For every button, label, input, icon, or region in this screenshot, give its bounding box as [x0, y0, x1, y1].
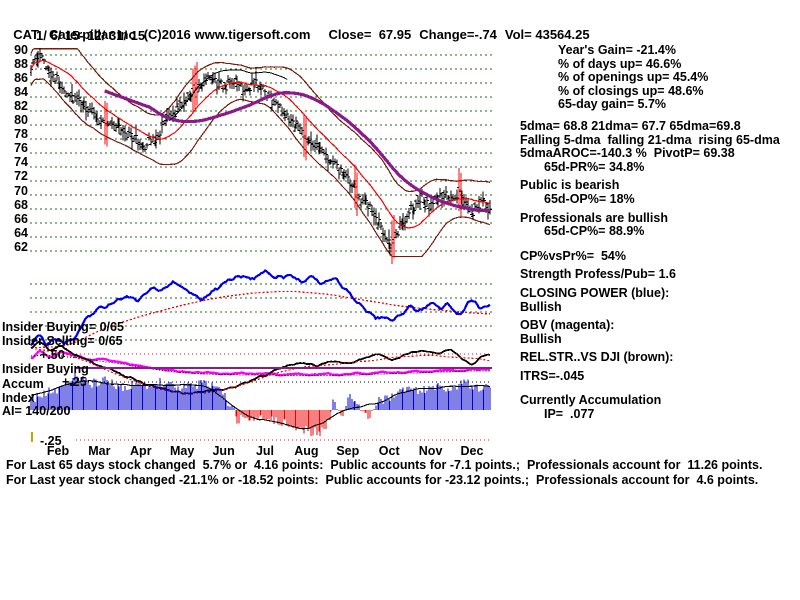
level-minus-25-label: -.25	[40, 434, 62, 448]
pct-openings-up-stat: % of openings up= 45.4%	[558, 70, 709, 85]
ohlc-price-bars	[30, 48, 492, 265]
professional-sentiment-status: Professionals are bullish	[520, 210, 668, 225]
accumulation-index-histogram	[30, 371, 491, 436]
obv-line	[30, 349, 491, 377]
price-change-label: Change=-.74	[419, 27, 497, 42]
summary-line-last-year: For Last year stock changed -21.1% or -1…	[6, 473, 759, 487]
month-axis-tick: May	[170, 444, 195, 458]
price-axis-tick: 80	[14, 113, 28, 128]
price-axis-tick: 84	[14, 85, 28, 100]
level-plus-25-label: +.25	[62, 375, 87, 389]
closing-power-line	[30, 269, 491, 347]
close-price-label: Close= 67.95	[328, 27, 412, 42]
statistics-panel: Year's Gain= -21.4% % of days up= 46.6% …	[520, 43, 798, 422]
index-label: Index	[2, 391, 35, 405]
cp-vs-pr-stat: CP%vsPr%= 54%	[520, 248, 626, 263]
price-chart-plot	[30, 48, 492, 442]
moving-average-values: 5dma= 68.8 21dma= 67.7 65dma=69.8	[520, 118, 741, 133]
price-axis-tick: 62	[14, 239, 28, 254]
insider-strength-trend	[30, 347, 491, 394]
public-sentiment-status: Public is bearish	[520, 178, 620, 193]
price-axis-tick: 72	[14, 169, 28, 184]
volume-label: Vol= 43564.25	[504, 27, 590, 42]
month-axis-tick: Mar	[88, 444, 111, 458]
price-axis-tick: 82	[14, 99, 28, 114]
obv-title: OBV (magenta):	[520, 318, 615, 333]
price-axis-tick: 76	[14, 141, 28, 156]
accum-label: Accum	[2, 377, 44, 391]
month-axis-tick: Oct	[378, 444, 400, 458]
op65-stat: 65d-OP%= 18%	[544, 191, 635, 206]
summary-text: For Last 65 days stock changed 5.7% or 4…	[6, 458, 762, 488]
grid-lines	[30, 54, 492, 341]
summary-line-65-days: For Last 65 days stock changed 5.7% or 4…	[6, 458, 763, 472]
price-axis-tick: 64	[14, 225, 28, 240]
itrs-stat: ITRS=-.045	[520, 368, 585, 383]
month-axis-tick: Sep	[336, 444, 360, 458]
month-axis-tick: Apr	[130, 444, 152, 458]
accumulation-status: Currently Accumulation	[520, 393, 662, 408]
price-axis-tick: 78	[14, 127, 28, 142]
month-axis: Feb Mar Apr May Jun Jul Aug Sep Oct Nov Dec	[30, 444, 500, 460]
month-axis-tick: Jul	[255, 444, 275, 458]
month-axis-tick: Aug	[294, 444, 319, 458]
price-axis-tick: 66	[14, 211, 28, 226]
accumulation-reference-lines	[76, 353, 492, 441]
date-range-label: 1/ 6/ 15- 12/ 31/ 15	[36, 28, 146, 43]
price-axis-tick: 74	[14, 155, 28, 170]
ip-stat: IP= .077	[544, 407, 595, 422]
pr65-stat: 65d-PR%= 34.8%	[544, 159, 645, 174]
pct-days-up-stat: % of days up= 46.6%	[558, 56, 682, 71]
gain-65day-stat: 65-day gain= 5.7%	[558, 97, 667, 112]
insider-buying-label: Insider Buying	[2, 362, 89, 376]
company-name: Caterpillar Inc	[49, 27, 136, 42]
moving-average-65-day	[104, 89, 491, 213]
price-axis-tick: 70	[14, 183, 28, 198]
chart-canvas	[30, 48, 492, 442]
strength-ratio-stat: Strength Profess/Pub= 1.6	[520, 267, 676, 282]
closing-power-title: CLOSING POWER (blue):	[520, 285, 670, 300]
chart-header-line: CAT Caterpillar Inc (C)2016 www.tigersoft.c…	[6, 12, 590, 42]
month-axis-tick: Feb	[46, 444, 70, 458]
insider-selling-count: Insider Selling= 0/65	[2, 334, 123, 348]
price-axis-tick: 90	[14, 43, 28, 57]
aroc-pivot-stat: 5dmaAROC=-140.3 % PivotP= 69.38	[520, 146, 735, 161]
month-axis-tick: Dec	[460, 444, 484, 458]
insider-buying-count: Insider Buying= 0/65	[2, 320, 124, 334]
accumulation-index-smoothed	[30, 380, 491, 430]
ai-value-label: AI= 140/200	[2, 404, 71, 418]
website-link[interactable]: www.tigersoft.com	[194, 27, 311, 42]
price-axis-tick: 68	[14, 197, 28, 212]
ticker-symbol: CAT	[13, 27, 39, 42]
moving-average-trend: Falling 5-dma falling 21-dma rising 65-d…	[520, 132, 780, 147]
moving-average-21-day	[30, 59, 491, 229]
years-gain-stat: Year's Gain= -21.4%	[558, 43, 676, 57]
price-axis-tick: 88	[14, 57, 28, 72]
cp65-stat: 65d-CP%= 88.9%	[544, 224, 645, 239]
month-axis-tick: Nov	[418, 444, 443, 458]
signal-bars	[104, 61, 462, 265]
relative-strength-title: REL.STR..VS DJI (brown):	[520, 350, 674, 365]
month-axis-tick: Jun	[212, 444, 235, 458]
level-plus-50-label: +.50	[40, 348, 65, 362]
obv-value: Bullish	[520, 331, 562, 346]
price-axis-tick: 86	[14, 71, 28, 86]
pct-closings-up-stat: % of closings up= 48.6%	[558, 83, 704, 98]
copyright-notice: (C)2016	[143, 27, 191, 42]
closing-power-value: Bullish	[520, 299, 562, 314]
relative-strength-line	[168, 69, 288, 122]
